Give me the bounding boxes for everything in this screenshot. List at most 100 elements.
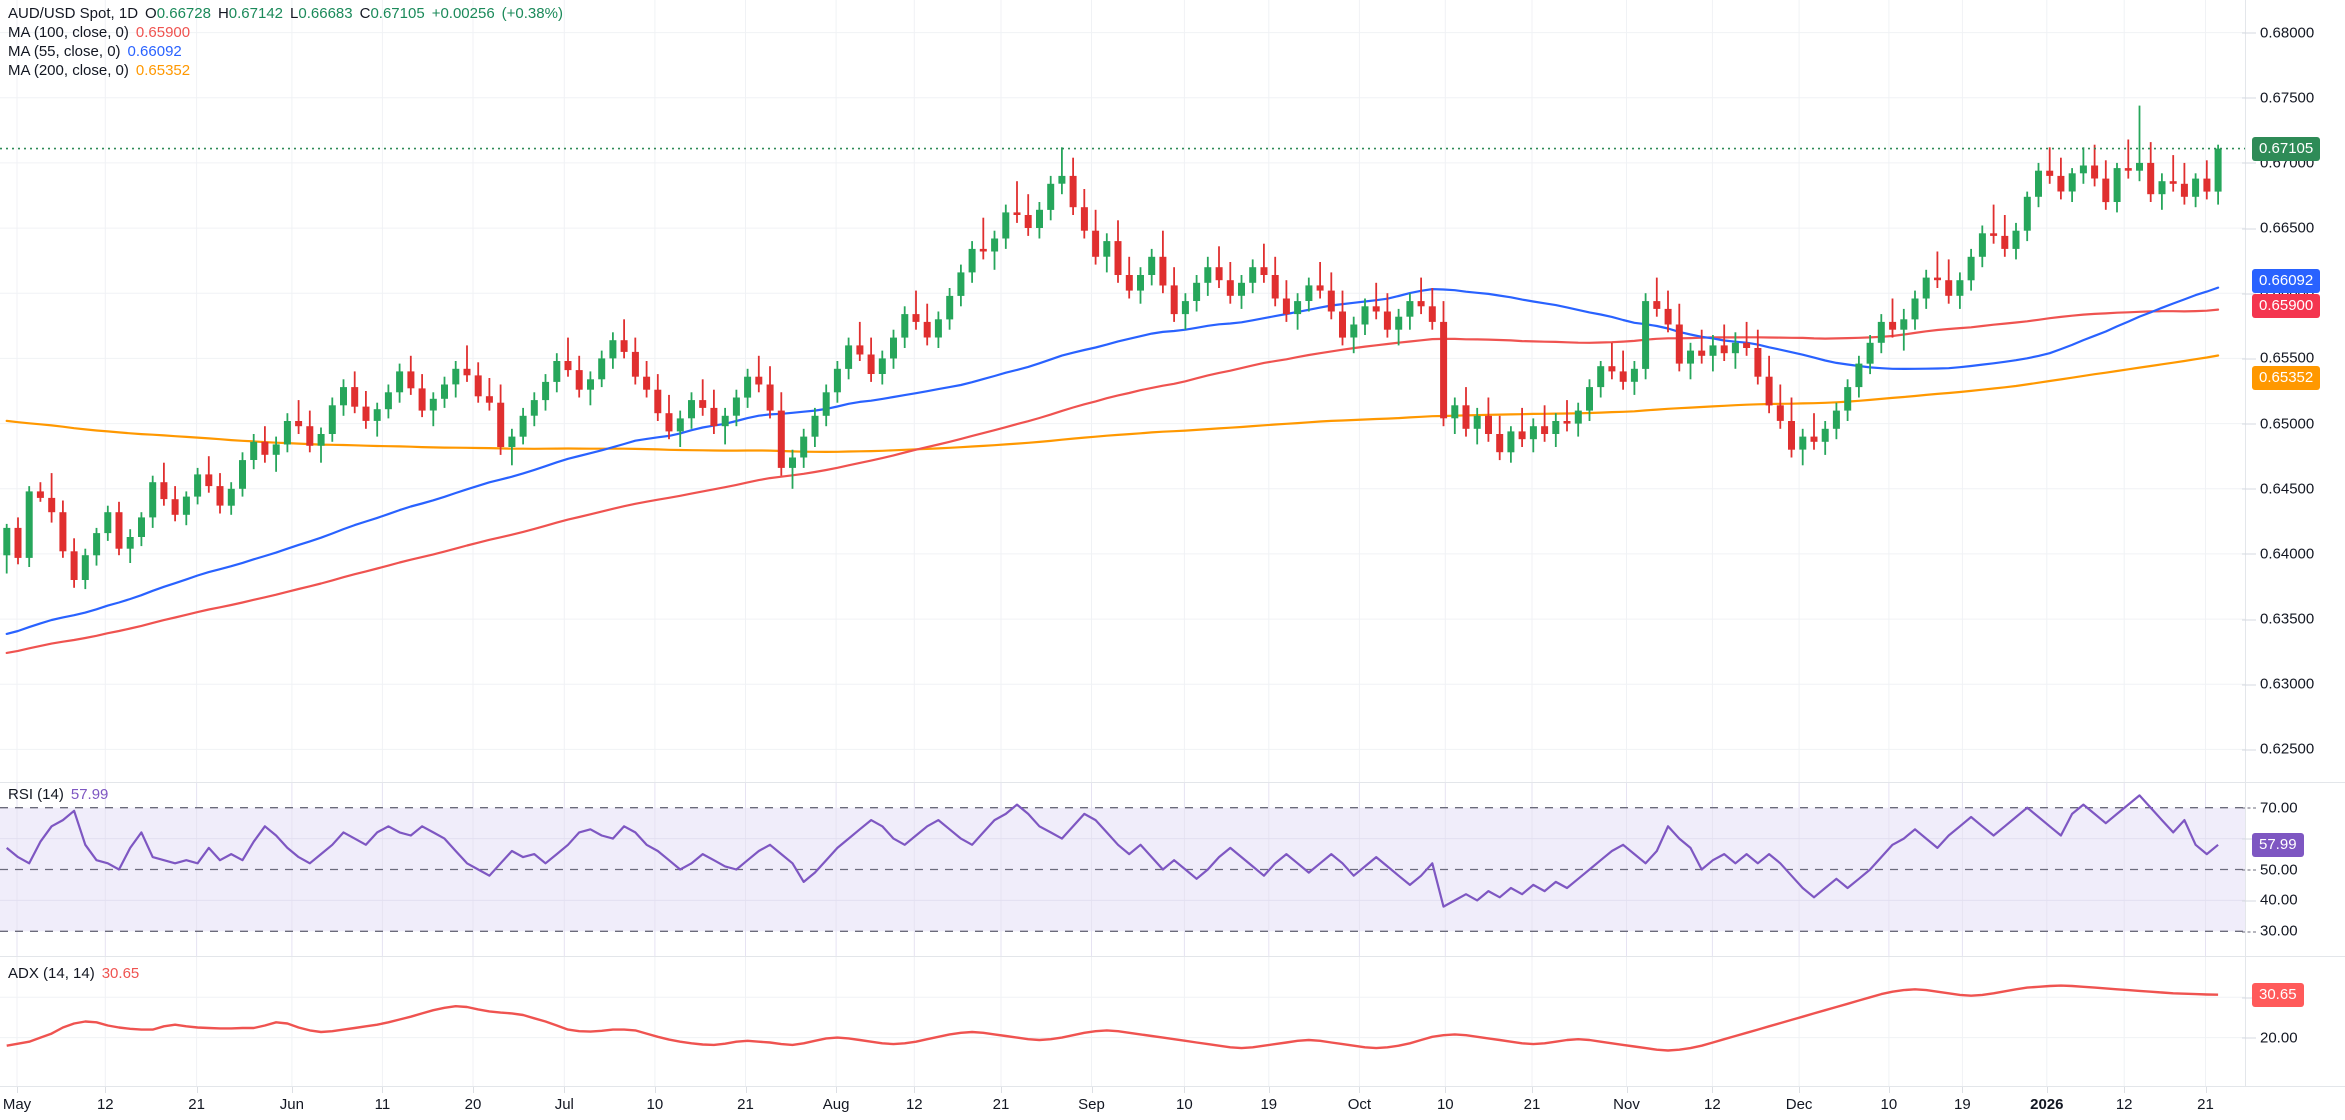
time-tick: Oct [1347, 1096, 1372, 1113]
tick-dash [2242, 32, 2256, 34]
adx-label: ADX (14, 14) [8, 965, 95, 982]
tick-dash [2242, 488, 2256, 490]
ma55-price-badge[interactable]: 0.66092 [2252, 269, 2321, 294]
price-candles-svg [0, 0, 2245, 782]
tick-dash [2242, 358, 2256, 360]
time-separator [1001, 1087, 1002, 1093]
time-tick: 10 [646, 1096, 664, 1113]
tick-dash [2242, 293, 2256, 295]
time-tick: 21 [2197, 1096, 2214, 1113]
rsi-value-badge[interactable]: 57.99 [2252, 832, 2304, 857]
rsi-tick: 40.00 [2242, 892, 2298, 909]
time-separator [2046, 1087, 2048, 1093]
time-separator [473, 1087, 474, 1093]
adx-legend: ADX (14, 14) 30.65 [8, 965, 139, 982]
time-separator [1359, 1087, 1361, 1093]
time-tick: 12 [1704, 1096, 1721, 1113]
time-tick: 19 [1260, 1096, 1278, 1113]
time-separator [1888, 1087, 1890, 1093]
time-tick: 12 [2115, 1096, 2133, 1113]
time-separator [1445, 1087, 1447, 1093]
ma200-price-badge[interactable]: 0.65352 [2252, 365, 2321, 390]
tick-dash [2242, 900, 2256, 902]
time-separator [1091, 1087, 1093, 1093]
rsi-legend: RSI (14) 57.99 [8, 786, 108, 803]
time-separator [1268, 1087, 1270, 1093]
price-tick: 0.68000 [2242, 24, 2314, 41]
price-tick: 0.66500 [2242, 220, 2314, 237]
close-price-badge[interactable]: 0.67105 [2252, 137, 2321, 162]
time-tick: 10 [1436, 1096, 1454, 1113]
time-separator [291, 1087, 293, 1093]
time-tick: Sep [1078, 1096, 1105, 1113]
time-tick: May [2, 1096, 32, 1113]
tick-dash [2242, 553, 2256, 555]
time-separator [564, 1087, 566, 1093]
time-separator [836, 1087, 838, 1093]
time-tick: Jun [279, 1096, 304, 1113]
tick-dash [2242, 97, 2256, 99]
adx-value: 30.65 [101, 965, 140, 982]
tick-dash [2242, 228, 2256, 230]
tick-dash [2242, 619, 2256, 621]
time-tick: 21 [992, 1096, 1010, 1113]
time-separator [1799, 1087, 1801, 1093]
price-tick: 0.62500 [2242, 741, 2314, 758]
time-separator [105, 1087, 107, 1093]
tick-dash [2242, 931, 2256, 933]
time-tick: 2026 [2030, 1096, 2064, 1113]
time-separator [745, 1087, 747, 1093]
adx-plot-area[interactable] [0, 957, 2245, 1086]
time-tick: 21 [737, 1096, 754, 1113]
rsi-label: RSI (14) [8, 786, 64, 803]
price-tick: 0.63000 [2242, 676, 2314, 693]
price-tick: 0.65500 [2242, 350, 2314, 367]
price-tick: 0.67500 [2242, 89, 2314, 106]
time-tick: Nov [1613, 1096, 1640, 1113]
time-separator [2124, 1087, 2126, 1093]
tick-dash [2242, 423, 2256, 425]
price-axis[interactable]: 0.680000.675000.670000.665000.660000.655… [2242, 0, 2345, 782]
time-tick: 12 [96, 1096, 114, 1113]
adx-line-svg [0, 957, 2245, 1086]
time-tick: 11 [374, 1096, 391, 1113]
time-tick: 21 [188, 1096, 205, 1113]
time-tick: 12 [905, 1096, 923, 1113]
time-tick: 21 [1523, 1096, 1541, 1113]
time-separator [382, 1087, 384, 1093]
price-tick: 0.64500 [2242, 480, 2314, 497]
tick-dash [2242, 749, 2256, 751]
tick-dash [2242, 838, 2256, 840]
adx-value-badge[interactable]: 30.65 [2252, 982, 2304, 1007]
time-separator [914, 1087, 916, 1093]
price-plot-area[interactable] [0, 0, 2245, 782]
tick-dash [2242, 684, 2256, 686]
time-separator [1184, 1087, 1186, 1093]
tick-dash [2242, 1037, 2256, 1039]
rsi-tick: 70.00 [2242, 799, 2298, 816]
tick-dash [2242, 807, 2256, 809]
time-tick: 10 [1176, 1096, 1193, 1113]
tick-dash [2242, 997, 2256, 999]
price-tick: 0.63500 [2242, 611, 2314, 628]
time-separator [654, 1087, 656, 1093]
rsi-tick: 50.00 [2242, 861, 2298, 878]
time-tick: Aug [822, 1096, 850, 1113]
time-tick: Jul [554, 1096, 574, 1113]
price-pane[interactable]: 0.680000.675000.670000.665000.660000.655… [0, 0, 2345, 782]
tick-dash [2242, 162, 2256, 164]
time-separator [1962, 1087, 1964, 1093]
price-tick: 0.65000 [2242, 415, 2314, 432]
time-tick: 19 [1954, 1096, 1971, 1113]
time-separator [2205, 1087, 2207, 1093]
rsi-plot-area[interactable] [0, 783, 2245, 956]
ma100-price-badge[interactable]: 0.65900 [2252, 294, 2321, 319]
time-separator [17, 1087, 18, 1093]
time-axis[interactable]: May 12 21 Jun 11 20 Jul 10 21 Aug 12 21 Sep 10 19 Oct 10… [0, 1086, 2345, 1120]
time-tick: 10 [1880, 1096, 1898, 1113]
